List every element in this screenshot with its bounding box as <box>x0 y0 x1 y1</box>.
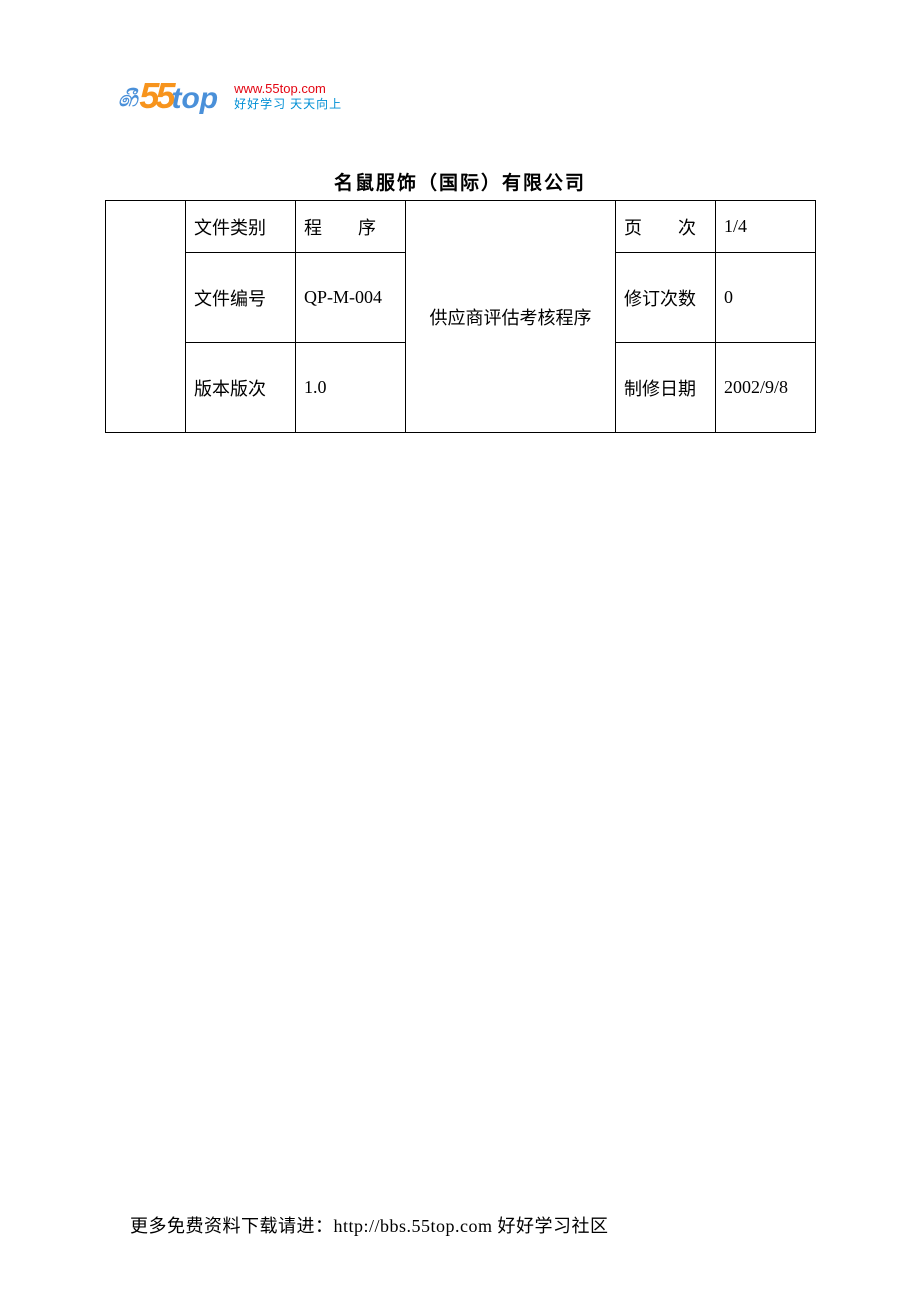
page-title: 名鼠服饰（国际）有限公司 <box>0 168 920 195</box>
logo-area: ෯ 5 5 top www.55top.com 好好学习 天天向上 <box>120 75 342 117</box>
cell-value: 1.0 <box>296 343 406 433</box>
cell-label: 修订次数 <box>616 253 716 343</box>
logo-swirl-icon: ෯ <box>118 89 137 112</box>
logo-icon: ෯ 5 5 top <box>120 75 226 117</box>
cell-value: 程 序 <box>296 201 406 253</box>
logo-top-text: top <box>171 82 218 116</box>
cell-label: 文件编号 <box>186 253 296 343</box>
cell-value: QP-M-004 <box>296 253 406 343</box>
cell-label: 版本版次 <box>186 343 296 433</box>
cell-value: 0 <box>716 253 816 343</box>
logo-text-block: www.55top.com 好好学习 天天向上 <box>234 81 342 111</box>
cell-label: 文件类别 <box>186 201 296 253</box>
table-row: 文件类别 程 序 供应商评估考核程序 页 次 1/4 <box>106 201 816 253</box>
cell-label: 制修日期 <box>616 343 716 433</box>
logo-url: www.55top.com <box>234 81 342 97</box>
cell-value: 2002/9/8 <box>716 343 816 433</box>
info-table: 文件类别 程 序 供应商评估考核程序 页 次 1/4 文件编号 QP-M-004… <box>105 200 816 433</box>
cell-label: 页 次 <box>616 201 716 253</box>
cell-center-title: 供应商评估考核程序 <box>406 201 616 433</box>
cell-empty <box>106 201 186 433</box>
cell-value: 1/4 <box>716 201 816 253</box>
footer-text: 更多免费资料下载请进：http://bbs.55top.com 好好学习社区 <box>130 1212 609 1238</box>
logo-slogan: 好好学习 天天向上 <box>234 97 342 111</box>
